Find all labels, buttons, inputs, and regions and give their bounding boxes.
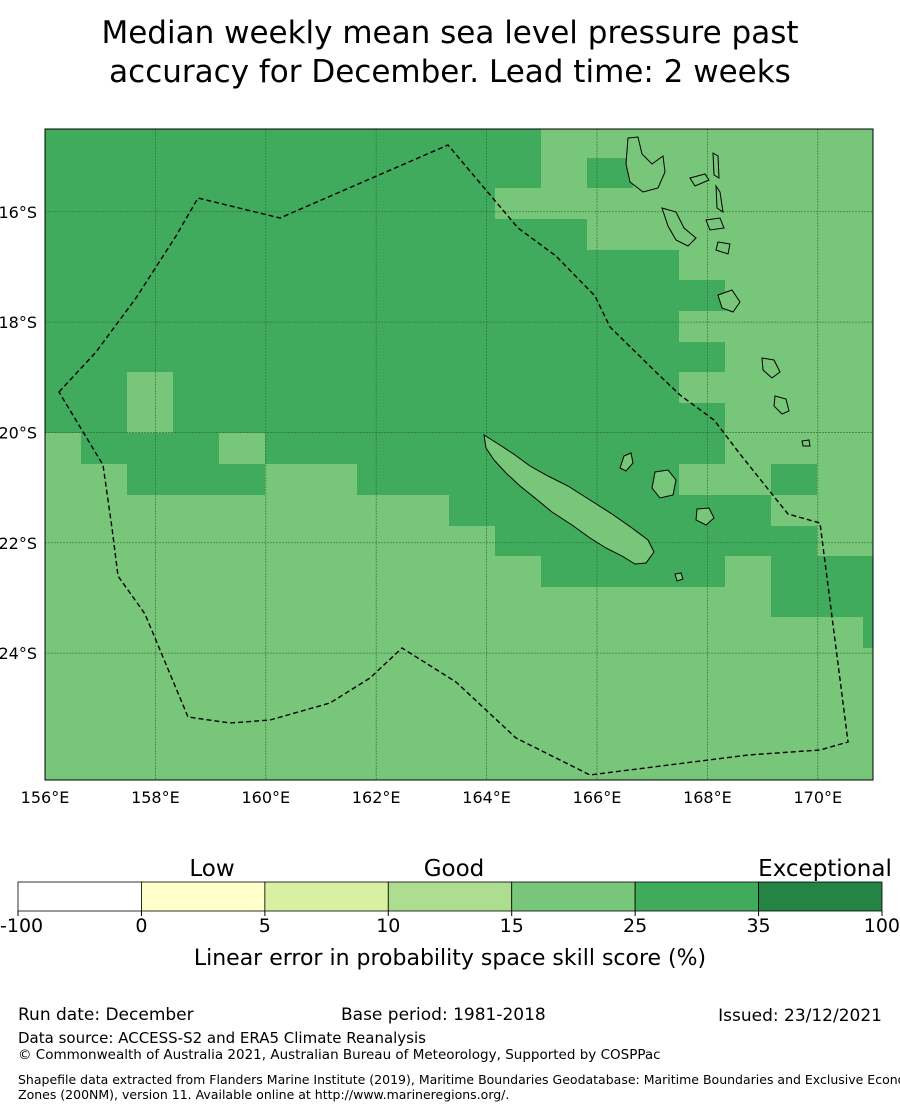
shapefile-credit-line-1: Shapefile data extracted from Flanders M… bbox=[18, 1072, 900, 1087]
lon-tick-label: 166°E bbox=[573, 788, 622, 807]
chart-title: Median weekly mean sea level pressure pa… bbox=[0, 14, 900, 92]
title-line-2: accuracy for December. Lead time: 2 week… bbox=[109, 54, 791, 90]
tanna-island bbox=[773, 395, 790, 415]
colorbar-label: Linear error in probability space skill … bbox=[194, 946, 706, 971]
lat-tick-label: 16°S bbox=[0, 203, 37, 222]
colorbar-bin bbox=[264, 881, 389, 912]
colorbar-bin bbox=[387, 881, 513, 912]
lon-tick-label: 162°E bbox=[352, 788, 401, 807]
colorbar-tick-label: -100 bbox=[0, 915, 43, 937]
skill-map: 16°S 18°S 20°S 22°S 24°S 156°E 158°E 160°E 162°… bbox=[0, 128, 874, 807]
lon-tick-label: 158°E bbox=[131, 788, 180, 807]
data-source: Data source: ACCESS-S2 and ERA5 Climate … bbox=[18, 1029, 426, 1047]
skill-region-25-35 bbox=[45, 129, 873, 648]
landmasses bbox=[483, 136, 811, 582]
skill-hole-vanuatu bbox=[725, 372, 871, 464]
map-area bbox=[44, 128, 874, 781]
latitude-labels: 16°S 18°S 20°S 22°S 24°S bbox=[0, 203, 37, 663]
category-good: Good bbox=[424, 856, 485, 882]
longitude-labels: 156°E 158°E 160°E 162°E 164°E 166°E 168°E 170°E bbox=[21, 788, 842, 807]
lon-tick-label: 160°E bbox=[241, 788, 290, 807]
lat-tick-label: 24°S bbox=[0, 644, 37, 663]
title-line-1: Median weekly mean sea level pressure pa… bbox=[101, 15, 799, 51]
ambae-island bbox=[689, 173, 710, 187]
eez-boundary bbox=[58, 144, 849, 776]
erromango-island bbox=[761, 357, 781, 379]
lat-tick-label: 20°S bbox=[0, 423, 37, 442]
colorbar-tick-label: 10 bbox=[376, 915, 400, 937]
isle-of-pines bbox=[674, 572, 684, 582]
colorbar-bin bbox=[758, 881, 883, 912]
colorbar-bin bbox=[17, 881, 142, 912]
skill-patch-east bbox=[771, 464, 817, 495]
colorbar-tick-label: 5 bbox=[259, 915, 271, 937]
base-period: Base period: 1981-2018 bbox=[341, 1005, 546, 1025]
new-caledonia-island bbox=[483, 433, 655, 565]
copyright: © Commonwealth of Australia 2021, Austra… bbox=[18, 1047, 661, 1063]
colorbar-bins bbox=[17, 881, 883, 912]
ouvea-island bbox=[619, 452, 634, 472]
colorbar-ticks: -100 0 5 10 15 25 35 100 bbox=[0, 911, 900, 937]
colorbar-tick-label: 15 bbox=[500, 915, 524, 937]
category-exceptional: Exceptional bbox=[758, 856, 892, 882]
colorbar-bin bbox=[634, 881, 759, 912]
skill-hole-se bbox=[725, 556, 771, 587]
map-frame bbox=[44, 128, 874, 781]
aneityum-island bbox=[801, 439, 811, 447]
colorbar-bin bbox=[511, 881, 636, 912]
ambrym-epi bbox=[705, 217, 731, 255]
lat-tick-label: 22°S bbox=[0, 534, 37, 553]
colorbar-tick-label: 100 bbox=[864, 915, 900, 937]
mare-island bbox=[695, 507, 715, 526]
gridlines bbox=[45, 129, 873, 780]
issued-date: Issued: 23/12/2021 bbox=[718, 1006, 882, 1026]
category-low: Low bbox=[189, 856, 234, 882]
lat-tick-label: 18°S bbox=[0, 313, 37, 332]
shapefile-credit-line-2: Zones (200NM), version 11. Available onl… bbox=[18, 1087, 510, 1102]
efate-island bbox=[717, 289, 741, 313]
lon-tick-label: 164°E bbox=[462, 788, 511, 807]
malekula-island bbox=[661, 207, 697, 247]
lon-tick-label: 170°E bbox=[793, 788, 842, 807]
maewo-pentecost bbox=[712, 152, 724, 214]
lifou-island bbox=[651, 469, 677, 499]
colorbar-tick-label: 35 bbox=[746, 915, 770, 937]
skill-hole-west bbox=[127, 372, 173, 433]
skill-hole-southwest bbox=[219, 433, 265, 464]
colorbar-legend: Low Good Exceptional -100 0 5 10 15 25 35 100 L… bbox=[0, 856, 900, 971]
lon-tick-label: 156°E bbox=[21, 788, 70, 807]
skill-hole-north bbox=[587, 158, 633, 188]
colorbar-tick-label: 25 bbox=[623, 915, 647, 937]
run-date: Run date: December bbox=[18, 1005, 194, 1025]
colorbar-tick-label: 0 bbox=[135, 915, 147, 937]
colorbar-bin bbox=[141, 881, 266, 912]
espiritu-santo bbox=[625, 136, 666, 193]
lon-tick-label: 168°E bbox=[683, 788, 732, 807]
